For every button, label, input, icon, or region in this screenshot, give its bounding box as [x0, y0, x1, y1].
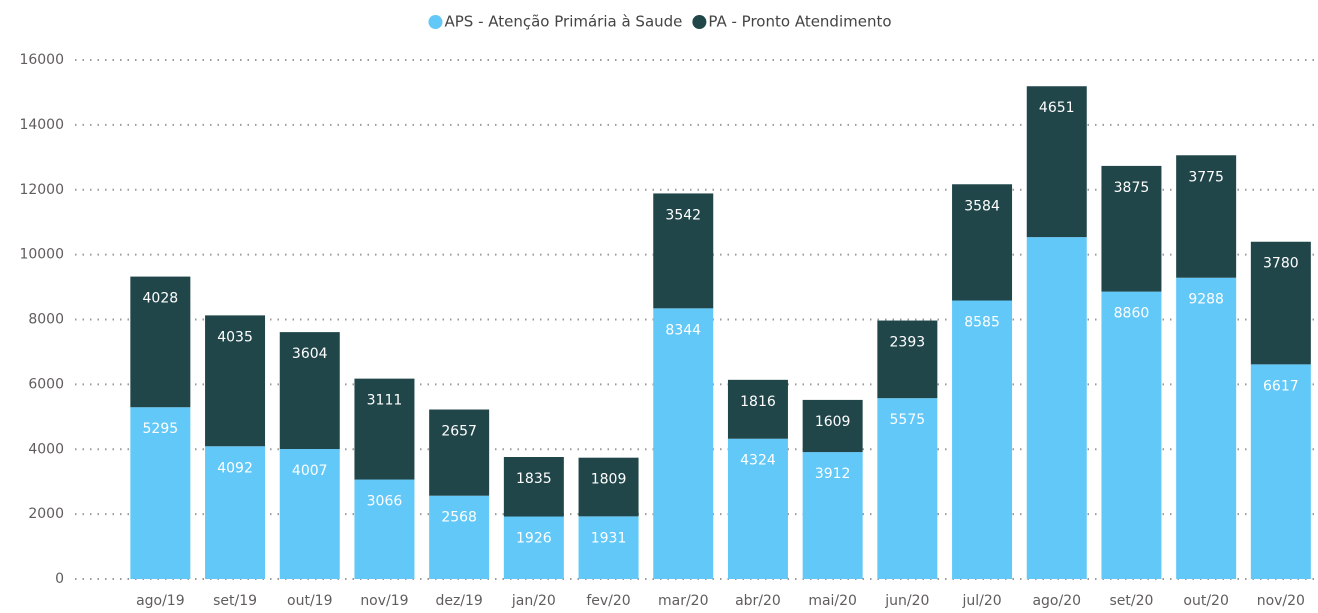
- data-label: 2657: [441, 424, 477, 440]
- legend-marker: [428, 15, 443, 29]
- x-tick-label: nov/19: [360, 593, 408, 609]
- data-label: 3111: [367, 393, 403, 409]
- data-label: 3775: [1188, 169, 1224, 185]
- y-tick-label: 2000: [28, 506, 64, 522]
- bar-segment: [205, 315, 266, 447]
- y-tick-label: 12000: [19, 182, 64, 198]
- data-label: 1835: [516, 471, 552, 487]
- bar-segment: [279, 449, 340, 579]
- x-tick-label: dez/19: [435, 593, 482, 609]
- bar-segment: [354, 378, 415, 480]
- y-tick-label: 0: [55, 571, 64, 587]
- x-tick-label: set/19: [213, 593, 257, 609]
- bar-segment: [429, 409, 490, 496]
- bar-segment: [653, 193, 714, 309]
- data-label: 8860: [1114, 306, 1150, 322]
- bar-segment: [877, 320, 938, 399]
- y-tick-label: 10000: [19, 247, 64, 263]
- x-tick-label: ago/20: [1032, 593, 1081, 609]
- bar-segment: [1176, 277, 1237, 579]
- x-tick-label: nov/20: [1257, 593, 1305, 609]
- bar-segment: [1250, 241, 1311, 365]
- bar-segment: [578, 516, 639, 579]
- bar-segment: [1026, 237, 1087, 579]
- data-label: 8585: [964, 315, 1000, 331]
- data-label: 4092: [217, 460, 253, 476]
- data-label: 1809: [591, 472, 627, 488]
- x-tick-label: jul/20: [961, 593, 1001, 609]
- data-label: 1926: [516, 531, 552, 547]
- data-label: 5575: [890, 412, 926, 428]
- bar-segment: [503, 457, 564, 517]
- bar-segment: [653, 308, 714, 579]
- data-label: 4007: [292, 463, 328, 479]
- y-tick-label: 4000: [28, 441, 64, 457]
- bar-segment: [205, 446, 266, 579]
- y-tick-label: 14000: [19, 117, 64, 133]
- x-tick-label: jan/20: [511, 593, 556, 609]
- bar-segment: [727, 438, 788, 579]
- bar-segment: [429, 495, 490, 579]
- x-tick-label: out/20: [1183, 593, 1228, 609]
- bar-segment: [130, 276, 191, 408]
- data-label: 1931: [591, 530, 627, 546]
- bar-segment: [354, 479, 415, 579]
- bar-segment: [1176, 155, 1237, 278]
- data-label: 9288: [1188, 292, 1224, 308]
- x-tick-label: mai/20: [808, 593, 857, 609]
- data-label: 2568: [441, 510, 477, 526]
- data-label: 3584: [964, 198, 1000, 214]
- bar-segment: [279, 332, 340, 450]
- x-tick-label: set/20: [1109, 593, 1153, 609]
- bar-segment: [503, 516, 564, 579]
- data-label: 2393: [890, 335, 926, 351]
- bar-segment: [952, 300, 1013, 579]
- y-tick-label: 16000: [19, 52, 64, 68]
- x-tick-label: jun/20: [884, 593, 929, 609]
- data-label: 3912: [815, 466, 851, 482]
- data-label: 4028: [143, 291, 179, 307]
- y-tick-label: 8000: [28, 312, 64, 328]
- bar-segment: [1101, 291, 1162, 579]
- bar-segment: [578, 457, 639, 517]
- bar-segment: [727, 379, 788, 439]
- bar-segment: [130, 407, 191, 579]
- data-label: 4651: [1039, 100, 1075, 116]
- x-tick-label: abr/20: [735, 593, 781, 609]
- x-tick-label: mar/20: [658, 593, 709, 609]
- legend-marker: [692, 15, 707, 29]
- data-label: 8344: [665, 322, 701, 338]
- legend-label: PA - Pronto Atendimento: [708, 13, 891, 31]
- data-label: 3875: [1114, 180, 1150, 196]
- data-label: 1816: [740, 394, 776, 410]
- data-label: 5295: [143, 421, 179, 437]
- bar-segment: [1101, 165, 1162, 292]
- data-label: 3780: [1263, 256, 1299, 272]
- bar-segment: [1026, 86, 1087, 238]
- y-tick-label: 6000: [28, 376, 64, 392]
- bar-segment: [877, 398, 938, 579]
- data-label: 3542: [665, 207, 701, 223]
- data-label: 1609: [815, 414, 851, 430]
- data-label: 3604: [292, 346, 328, 362]
- bar-segment: [802, 452, 863, 579]
- data-label: 4324: [740, 453, 776, 469]
- x-tick-label: fev/20: [586, 593, 630, 609]
- data-label: 4035: [217, 329, 253, 345]
- legend-label: APS - Atenção Primária à Saude: [444, 13, 682, 31]
- bar-segment: [1250, 364, 1311, 579]
- data-label: 6617: [1263, 378, 1299, 394]
- x-tick-label: ago/19: [136, 593, 185, 609]
- bar-segment: [952, 184, 1013, 301]
- data-label: 3066: [367, 494, 403, 510]
- bar-segment: [802, 399, 863, 453]
- x-tick-label: out/19: [287, 593, 332, 609]
